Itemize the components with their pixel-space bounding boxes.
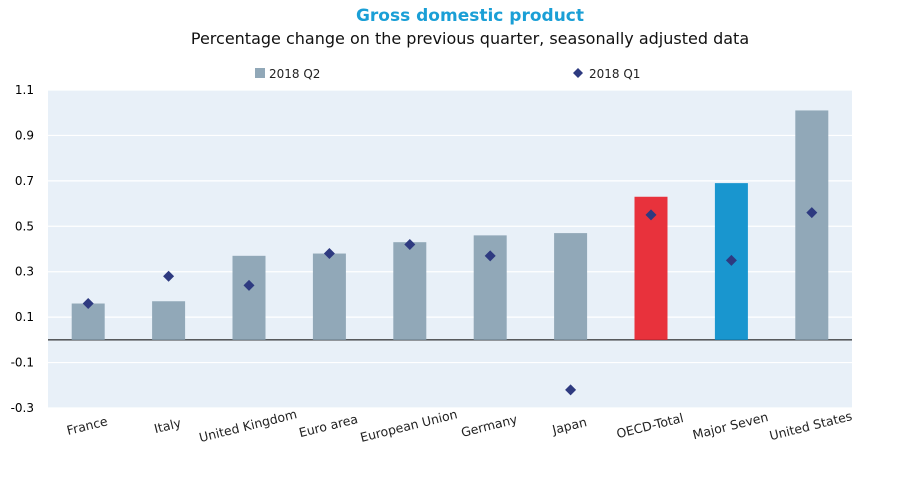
bar-2018-q2: [634, 196, 668, 340]
marker-2018-q1: [645, 209, 657, 221]
bar-2018-q2: [232, 255, 266, 340]
y-tick-label: 1.1: [15, 83, 34, 97]
legend-label-2018-q2: 2018 Q2: [269, 67, 320, 81]
bar-2018-q2: [393, 242, 427, 340]
y-tick-label: 0.3: [15, 265, 34, 279]
chart-subtitle: Percentage change on the previous quarte…: [190, 29, 750, 48]
legend-swatch-2018-q1: [573, 68, 583, 78]
bar-2018-q2: [312, 253, 346, 340]
y-tick-label: 0.1: [15, 310, 34, 324]
x-category-label: Germany: [459, 411, 519, 440]
y-tick-label: 0.7: [15, 174, 34, 188]
bar-2018-q2: [152, 301, 186, 340]
marker-2018-q1: [323, 248, 335, 260]
marker-2018-q1: [163, 270, 175, 282]
bar-2018-q2: [795, 110, 829, 340]
marker-2018-q1: [484, 250, 496, 262]
legend-swatch-2018-q2: [255, 68, 265, 78]
x-category-label: France: [65, 413, 109, 438]
marker-2018-q1: [404, 238, 416, 250]
x-category-label: Euro area: [297, 411, 359, 440]
bar-2018-q2: [71, 303, 105, 340]
x-category-label: OECD-Total: [615, 410, 685, 441]
y-tick-label: -0.1: [11, 356, 34, 370]
marker-2018-q1: [565, 384, 577, 396]
y-tick-label: 0.9: [15, 128, 34, 142]
x-category-label: United States: [768, 408, 854, 443]
marker-2018-q1: [243, 279, 255, 291]
chart-title: Gross domestic product: [355, 6, 585, 26]
x-category-label: Major Seven: [691, 409, 770, 442]
bar-2018-q2: [554, 233, 588, 340]
x-category-label: European Union: [359, 406, 459, 445]
marker-2018-q1: [725, 254, 737, 266]
x-category-label: United Kingdom: [197, 406, 298, 445]
legend-label-2018-q1: 2018 Q1: [589, 67, 640, 81]
x-category-label: Italy: [153, 415, 184, 436]
y-tick-label: 0.5: [15, 219, 34, 233]
marker-2018-q1: [82, 298, 94, 310]
marker-2018-q1: [806, 207, 818, 219]
y-tick-label: -0.3: [11, 401, 34, 415]
x-category-label: Japan: [550, 414, 588, 437]
